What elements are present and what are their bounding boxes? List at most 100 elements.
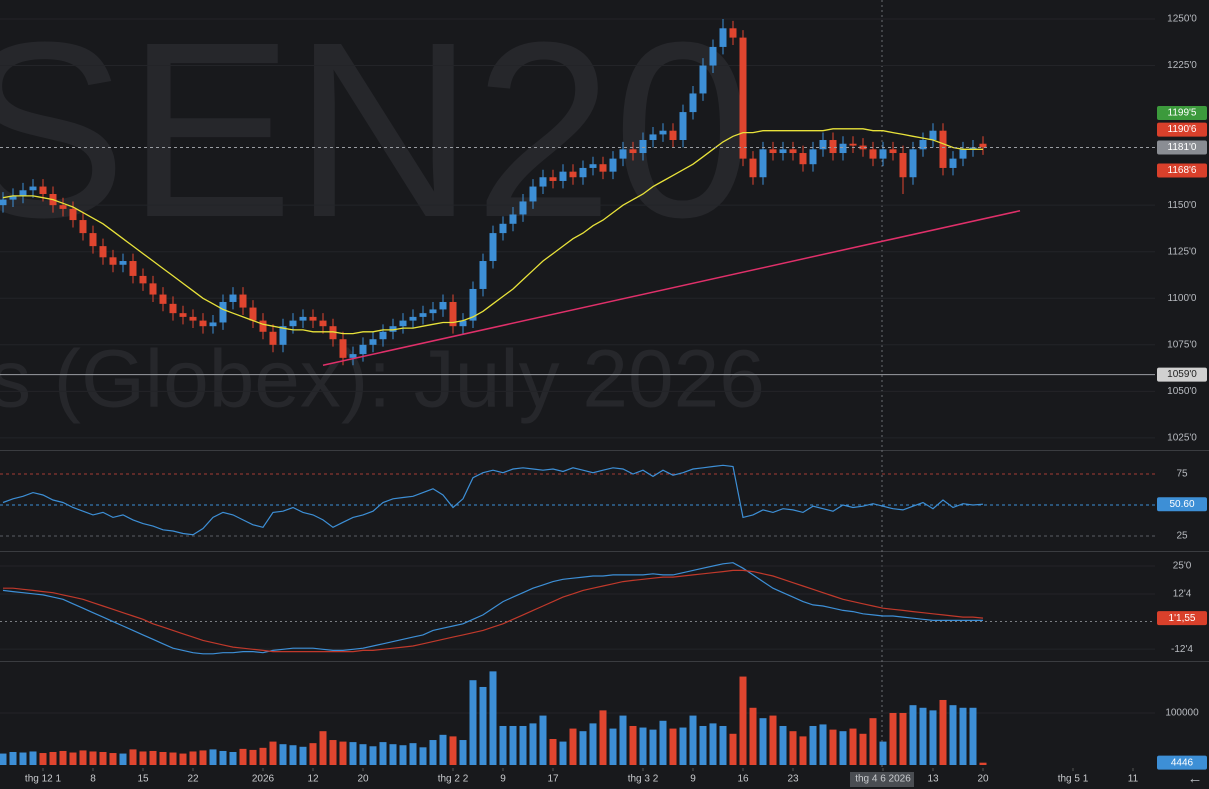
- candle-body: [889, 149, 897, 154]
- candle-body: [459, 320, 467, 327]
- candle-body: [979, 143, 987, 148]
- volume-bar: [939, 699, 947, 765]
- volume-bar: [299, 746, 307, 765]
- candle-body: [339, 339, 347, 358]
- volume-bar: [719, 725, 727, 765]
- value-badge: [1157, 163, 1207, 178]
- volume-bar: [29, 751, 37, 765]
- volume-bar: [139, 751, 147, 765]
- x-tick-label: 9: [690, 774, 696, 785]
- candle-body: [0, 199, 7, 206]
- candle-body: [379, 331, 387, 340]
- candle-body: [959, 149, 967, 159]
- candle-body: [409, 316, 417, 321]
- candle-body: [629, 149, 637, 154]
- value-badge: [1157, 140, 1207, 155]
- value-badge-label: 1'1,55: [1169, 613, 1196, 624]
- volume-bar: [799, 736, 807, 765]
- candle-body: [269, 331, 277, 345]
- candle-body: [859, 145, 867, 150]
- x-tick-label: thg 2 2: [438, 774, 469, 785]
- volume-bar: [629, 725, 637, 765]
- volume-bar: [219, 750, 227, 765]
- y-tick-label: 1250'0: [1167, 14, 1197, 25]
- x-tick-label: 15: [137, 774, 149, 785]
- candle-body: [939, 130, 947, 168]
- volume-bar: [549, 738, 557, 765]
- candle-body: [709, 46, 717, 66]
- candle-body: [389, 326, 397, 332]
- candle-body: [319, 320, 327, 327]
- candle-body: [399, 320, 407, 327]
- volume-bar: [959, 707, 967, 765]
- candle-body: [529, 186, 537, 202]
- volume-bar: [879, 741, 887, 765]
- candle-body: [799, 153, 807, 165]
- candle-body: [9, 195, 17, 200]
- x-tick-label: 20: [977, 774, 989, 785]
- candle-body: [809, 149, 817, 165]
- watermark: SEN20: [0, 0, 752, 269]
- candle-body: [19, 190, 27, 196]
- volume-bar: [899, 712, 907, 765]
- candle-body: [779, 149, 787, 154]
- x-tick-label: 16: [737, 774, 749, 785]
- volume-bar: [329, 740, 337, 765]
- volume-bar: [749, 707, 757, 765]
- value-badge-label: 1199'5: [1168, 108, 1197, 119]
- value-badge-label: 1190'6: [1168, 124, 1197, 135]
- candle-body: [199, 320, 207, 327]
- volume-bar: [399, 745, 407, 765]
- volume-bar: [919, 707, 927, 765]
- candle-body: [159, 294, 167, 304]
- candle-body: [739, 37, 747, 159]
- candle-body: [759, 149, 767, 178]
- volume-bar: [889, 712, 897, 765]
- candle-body: [69, 208, 77, 221]
- volume-bar: [729, 733, 737, 765]
- y-tick-label: 100000: [1165, 708, 1199, 719]
- volume-bar: [249, 749, 257, 765]
- candle-body: [649, 134, 657, 141]
- volume-bar: [479, 686, 487, 765]
- volume-bar: [39, 753, 47, 765]
- candle-body: [819, 140, 827, 150]
- candle-body: [359, 344, 367, 355]
- scroll-back-button[interactable]: ←: [1188, 770, 1203, 787]
- candle-body: [429, 309, 437, 314]
- candle-body: [599, 164, 607, 172]
- volume-bar: [229, 751, 237, 765]
- candle-body: [139, 275, 147, 284]
- candle-body: [309, 316, 317, 321]
- candle-body: [259, 320, 267, 332]
- x-tick-label: 9: [500, 774, 506, 785]
- volume-bar: [59, 750, 67, 765]
- volume-bar: [69, 752, 77, 765]
- y-tick-label: 1150'0: [1168, 200, 1197, 211]
- volume-bar: [639, 727, 647, 765]
- candle-body: [29, 186, 37, 191]
- candle-body: [229, 294, 237, 302]
- volume-bar: [19, 752, 27, 765]
- volume-bar: [9, 751, 17, 765]
- candle-body: [499, 223, 507, 234]
- candle-body: [89, 233, 97, 247]
- x-tick-label: 12: [307, 774, 319, 785]
- candle-body: [99, 246, 107, 258]
- volume-bar: [499, 725, 507, 765]
- y-tick-label: 1125'0: [1168, 246, 1197, 257]
- candle-body: [519, 201, 527, 215]
- y-tick-label: 25'0: [1173, 561, 1192, 572]
- volume-bar: [559, 741, 567, 765]
- candle-body: [149, 283, 157, 295]
- candle-body: [289, 320, 297, 327]
- candle-body: [909, 149, 917, 178]
- volume-bar: [339, 741, 347, 765]
- volume-bar: [789, 731, 797, 765]
- candle-body: [719, 28, 727, 47]
- candle-body: [699, 65, 707, 94]
- candle-body: [769, 149, 777, 154]
- volume-bar: [209, 749, 217, 765]
- candle-body: [249, 307, 257, 321]
